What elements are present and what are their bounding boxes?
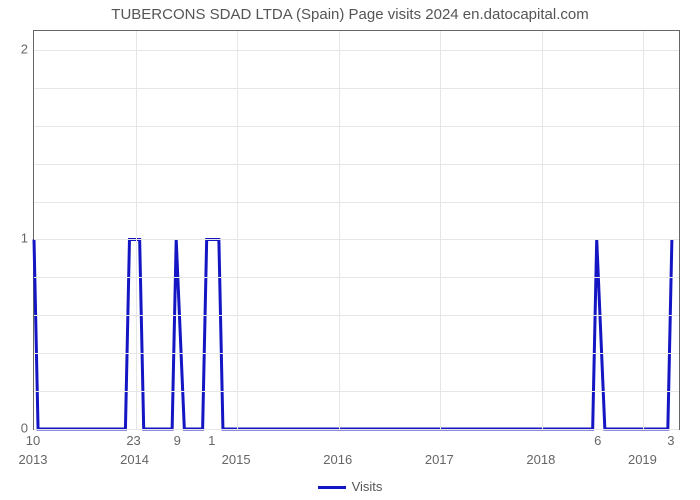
y-axis-tick-label: 1 <box>21 231 28 246</box>
x-axis-year-label: 2013 <box>19 452 48 467</box>
gridline-vertical <box>643 31 644 429</box>
gridline-horizontal-minor <box>34 126 679 127</box>
gridline-vertical <box>440 31 441 429</box>
x-axis-year-label: 2015 <box>222 452 251 467</box>
gridline-vertical <box>339 31 340 429</box>
legend: Visits <box>0 479 700 494</box>
series-peak-value-label: 1 <box>208 433 215 448</box>
series-peak-value-label: 10 <box>26 433 40 448</box>
chart-container: TUBERCONS SDAD LTDA (Spain) Page visits … <box>0 0 700 500</box>
gridline-horizontal-minor <box>34 315 679 316</box>
y-axis-tick-label: 2 <box>21 41 28 56</box>
gridline-horizontal-minor <box>34 391 679 392</box>
gridline-horizontal <box>34 50 679 51</box>
gridline-horizontal-minor <box>34 353 679 354</box>
gridline-horizontal-minor <box>34 202 679 203</box>
gridline-horizontal <box>34 239 679 240</box>
gridline-horizontal-minor <box>34 277 679 278</box>
line-series-visits <box>34 31 679 429</box>
x-axis-year-label: 2018 <box>526 452 555 467</box>
gridline-vertical <box>237 31 238 429</box>
gridline-vertical <box>542 31 543 429</box>
gridline-horizontal-minor <box>34 164 679 165</box>
series-peak-value-label: 9 <box>174 433 181 448</box>
legend-swatch <box>318 486 346 489</box>
series-peak-value-label: 3 <box>667 433 674 448</box>
gridline-horizontal-minor <box>34 88 679 89</box>
series-peak-value-label: 23 <box>126 433 140 448</box>
gridline-horizontal <box>34 429 679 430</box>
x-axis-year-label: 2014 <box>120 452 149 467</box>
x-axis-year-label: 2019 <box>628 452 657 467</box>
x-axis-year-label: 2016 <box>323 452 352 467</box>
series-peak-value-label: 6 <box>594 433 601 448</box>
x-axis-year-label: 2017 <box>425 452 454 467</box>
legend-label: Visits <box>352 479 383 494</box>
chart-title: TUBERCONS SDAD LTDA (Spain) Page visits … <box>0 6 700 23</box>
plot-area <box>33 30 680 430</box>
gridline-vertical <box>136 31 137 429</box>
